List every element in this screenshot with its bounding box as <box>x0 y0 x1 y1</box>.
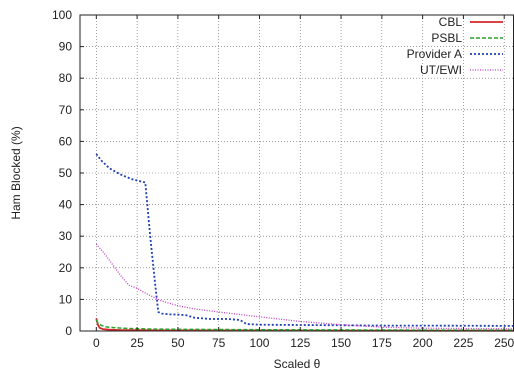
x-tick-label: 75 <box>212 336 226 350</box>
ticks: 0 25 50 75 100 125 150 175 200 225 250 0 10 20 30 40 50 6… <box>52 8 514 350</box>
x-axis-label: Scaled θ <box>274 357 321 371</box>
series-line-ut-ewi <box>95 243 514 330</box>
legend-label: Provider A <box>407 47 462 61</box>
x-tick-label: 250 <box>494 336 514 350</box>
series-line-provider-a <box>95 153 514 327</box>
y-tick-label: 70 <box>59 103 73 117</box>
y-tick-label: 50 <box>59 166 73 180</box>
x-tick-label: 100 <box>249 336 269 350</box>
series-line-psbl <box>95 319 514 331</box>
y-tick-label: 60 <box>59 134 73 148</box>
x-tick-label: 175 <box>372 336 392 350</box>
y-tick-label: 0 <box>65 324 72 338</box>
x-tick-label: 225 <box>453 336 473 350</box>
y-tick-label: 30 <box>59 229 73 243</box>
legend-label: PSBL <box>431 31 462 45</box>
x-tick-label: 125 <box>290 336 310 350</box>
x-tick-label: 25 <box>130 336 144 350</box>
y-axis-label: Ham Blocked (%) <box>9 126 23 219</box>
y-tick-label: 40 <box>59 198 73 212</box>
x-tick-label: 200 <box>413 336 433 350</box>
legend: CBL PSBL Provider A UT/EWI <box>407 15 503 77</box>
series-lines <box>95 153 514 332</box>
x-tick-label: 150 <box>331 336 351 350</box>
legend-label: CBL <box>439 15 463 29</box>
y-tick-label: 80 <box>59 71 73 85</box>
y-tick-label: 10 <box>59 292 73 306</box>
x-tick-label: 0 <box>93 336 100 350</box>
y-tick-label: 90 <box>59 40 73 54</box>
y-tick-label: 20 <box>59 261 73 275</box>
legend-label: UT/EWI <box>420 63 462 77</box>
y-tick-label: 100 <box>52 8 72 22</box>
grid <box>80 14 514 332</box>
x-tick-label: 50 <box>171 336 185 350</box>
